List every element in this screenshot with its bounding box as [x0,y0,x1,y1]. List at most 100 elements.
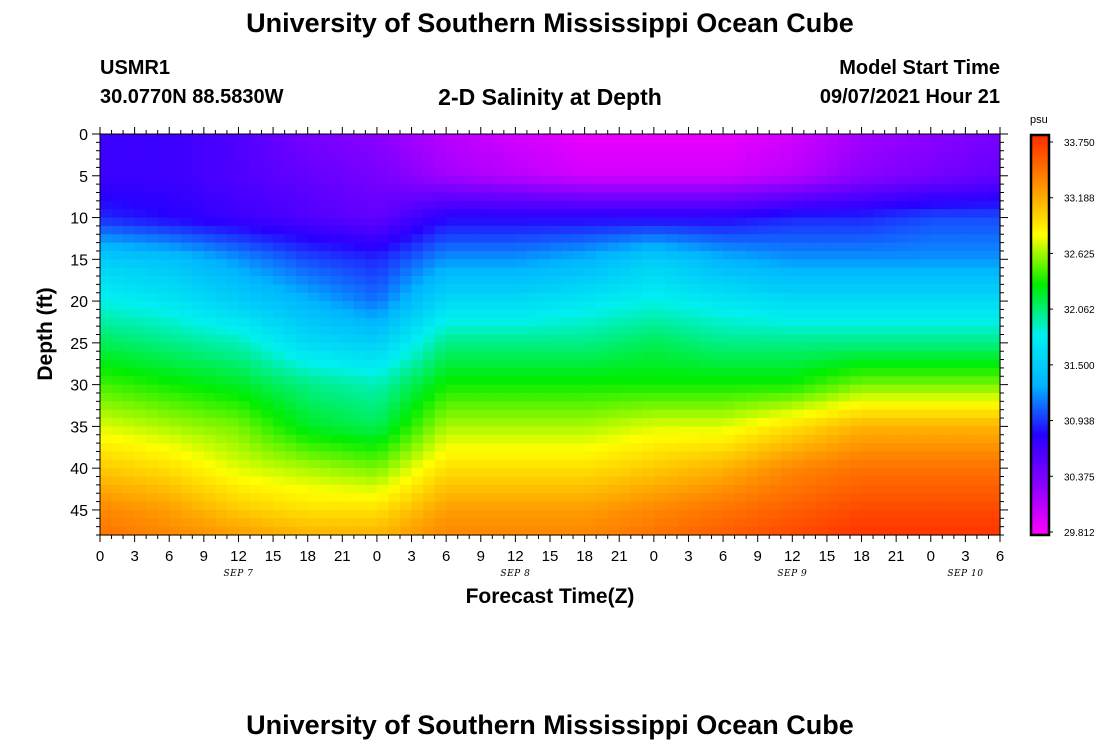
heatmap-cell [723,184,736,194]
heatmap-cell [330,301,343,311]
heatmap-cell [273,459,286,469]
heatmap-cell [803,384,816,394]
heatmap-cell [538,351,551,361]
heatmap-cell [976,509,990,519]
heatmap-cell [376,501,390,511]
heatmap-cell [307,426,320,436]
heatmap-cell [180,200,193,210]
heatmap-cell [250,217,263,227]
heatmap-cell [388,175,401,185]
heatmap-cell [965,401,978,411]
heatmap-cell [607,317,620,327]
heatmap-cell [942,434,955,444]
heatmap-cell [988,392,1001,402]
heatmap-cell [434,426,447,436]
heatmap-cell [757,459,770,469]
heatmap-cell [780,342,793,352]
heatmap-cell [630,359,643,369]
heatmap-cell [792,451,805,461]
heatmap-cell [907,392,920,402]
heatmap-cell [630,476,643,486]
chart-title: 2-D Salinity at Depth [438,84,662,110]
heatmap-cell [180,167,193,177]
heatmap-cell [400,150,413,160]
heatmap-cell [988,367,1001,377]
heatmap-cell [919,284,932,294]
heatmap-cell [850,376,863,386]
heatmap-cell [630,234,643,244]
heatmap-cell [307,334,320,344]
heatmap-cell [942,484,955,494]
heatmap-cell [157,250,170,260]
heatmap-cell [515,476,528,486]
heatmap-cell [111,401,124,411]
heatmap-cell [226,409,240,419]
heatmap-cell [873,426,886,436]
heatmap-cell [134,142,147,152]
heatmap-cell [665,334,678,344]
heatmap-cell [376,276,390,285]
heatmap-cell [665,418,678,427]
heatmap-cell [134,401,147,411]
heatmap-cell [653,501,666,511]
heatmap-cell [619,418,632,427]
heatmap-cell [342,509,355,519]
heatmap-cell [919,292,932,302]
heatmap-cell [803,309,816,319]
heatmap-cell [561,292,574,302]
heatmap-cell [250,459,263,469]
y-tick-label: 45 [70,503,88,520]
heatmap-cell [873,401,886,411]
heatmap-cell [850,142,863,152]
heatmap-cell [226,317,240,327]
heatmap-cell [884,192,897,202]
heatmap-cell [538,443,551,453]
heatmap-cell [734,518,747,528]
heatmap-cell [469,384,482,394]
heatmap-cell [561,267,574,277]
heatmap-cell [457,317,470,327]
heatmap-cell [203,409,216,419]
heatmap-cell [861,401,874,411]
heatmap-cell [907,167,920,177]
heatmap-cell [700,509,713,519]
heatmap-cell [319,359,332,369]
heatmap-cell [296,434,309,444]
heatmap-cell [653,493,666,503]
heatmap-cell [146,175,159,185]
heatmap-cell [815,317,828,327]
heatmap-cell [203,142,216,152]
heatmap-cell [146,267,159,277]
heatmap-cell [134,451,147,461]
heatmap-cell [365,451,378,461]
heatmap-cell [965,493,978,503]
heatmap-cell [919,443,932,453]
heatmap-cell [919,326,932,336]
heatmap-cell [480,301,493,311]
heatmap-cell [550,292,563,302]
heatmap-cell [273,134,286,143]
heatmap-cell [423,150,436,160]
heatmap-cell [734,509,747,519]
heatmap-cell [734,159,747,169]
heatmap-cell [700,418,713,427]
heatmap-cell [203,359,216,369]
y-tick-label: 30 [70,378,88,395]
heatmap-cell [192,426,205,436]
heatmap-cell [388,150,401,160]
heatmap-cell [480,159,493,169]
heatmap-cell [388,200,401,210]
heatmap-cell [123,200,136,210]
heatmap-cell [330,225,343,235]
heatmap-cell [296,451,309,461]
heatmap-cell [803,234,816,244]
heatmap-cell [930,175,943,185]
heatmap-cell [480,401,493,411]
heatmap-cell [942,276,955,285]
heatmap-cell [700,134,713,143]
heatmap-cell [411,184,424,194]
heatmap-cell [157,367,170,377]
heatmap-cell [711,493,724,503]
heatmap-cell [665,184,678,194]
heatmap-cell [976,459,990,469]
